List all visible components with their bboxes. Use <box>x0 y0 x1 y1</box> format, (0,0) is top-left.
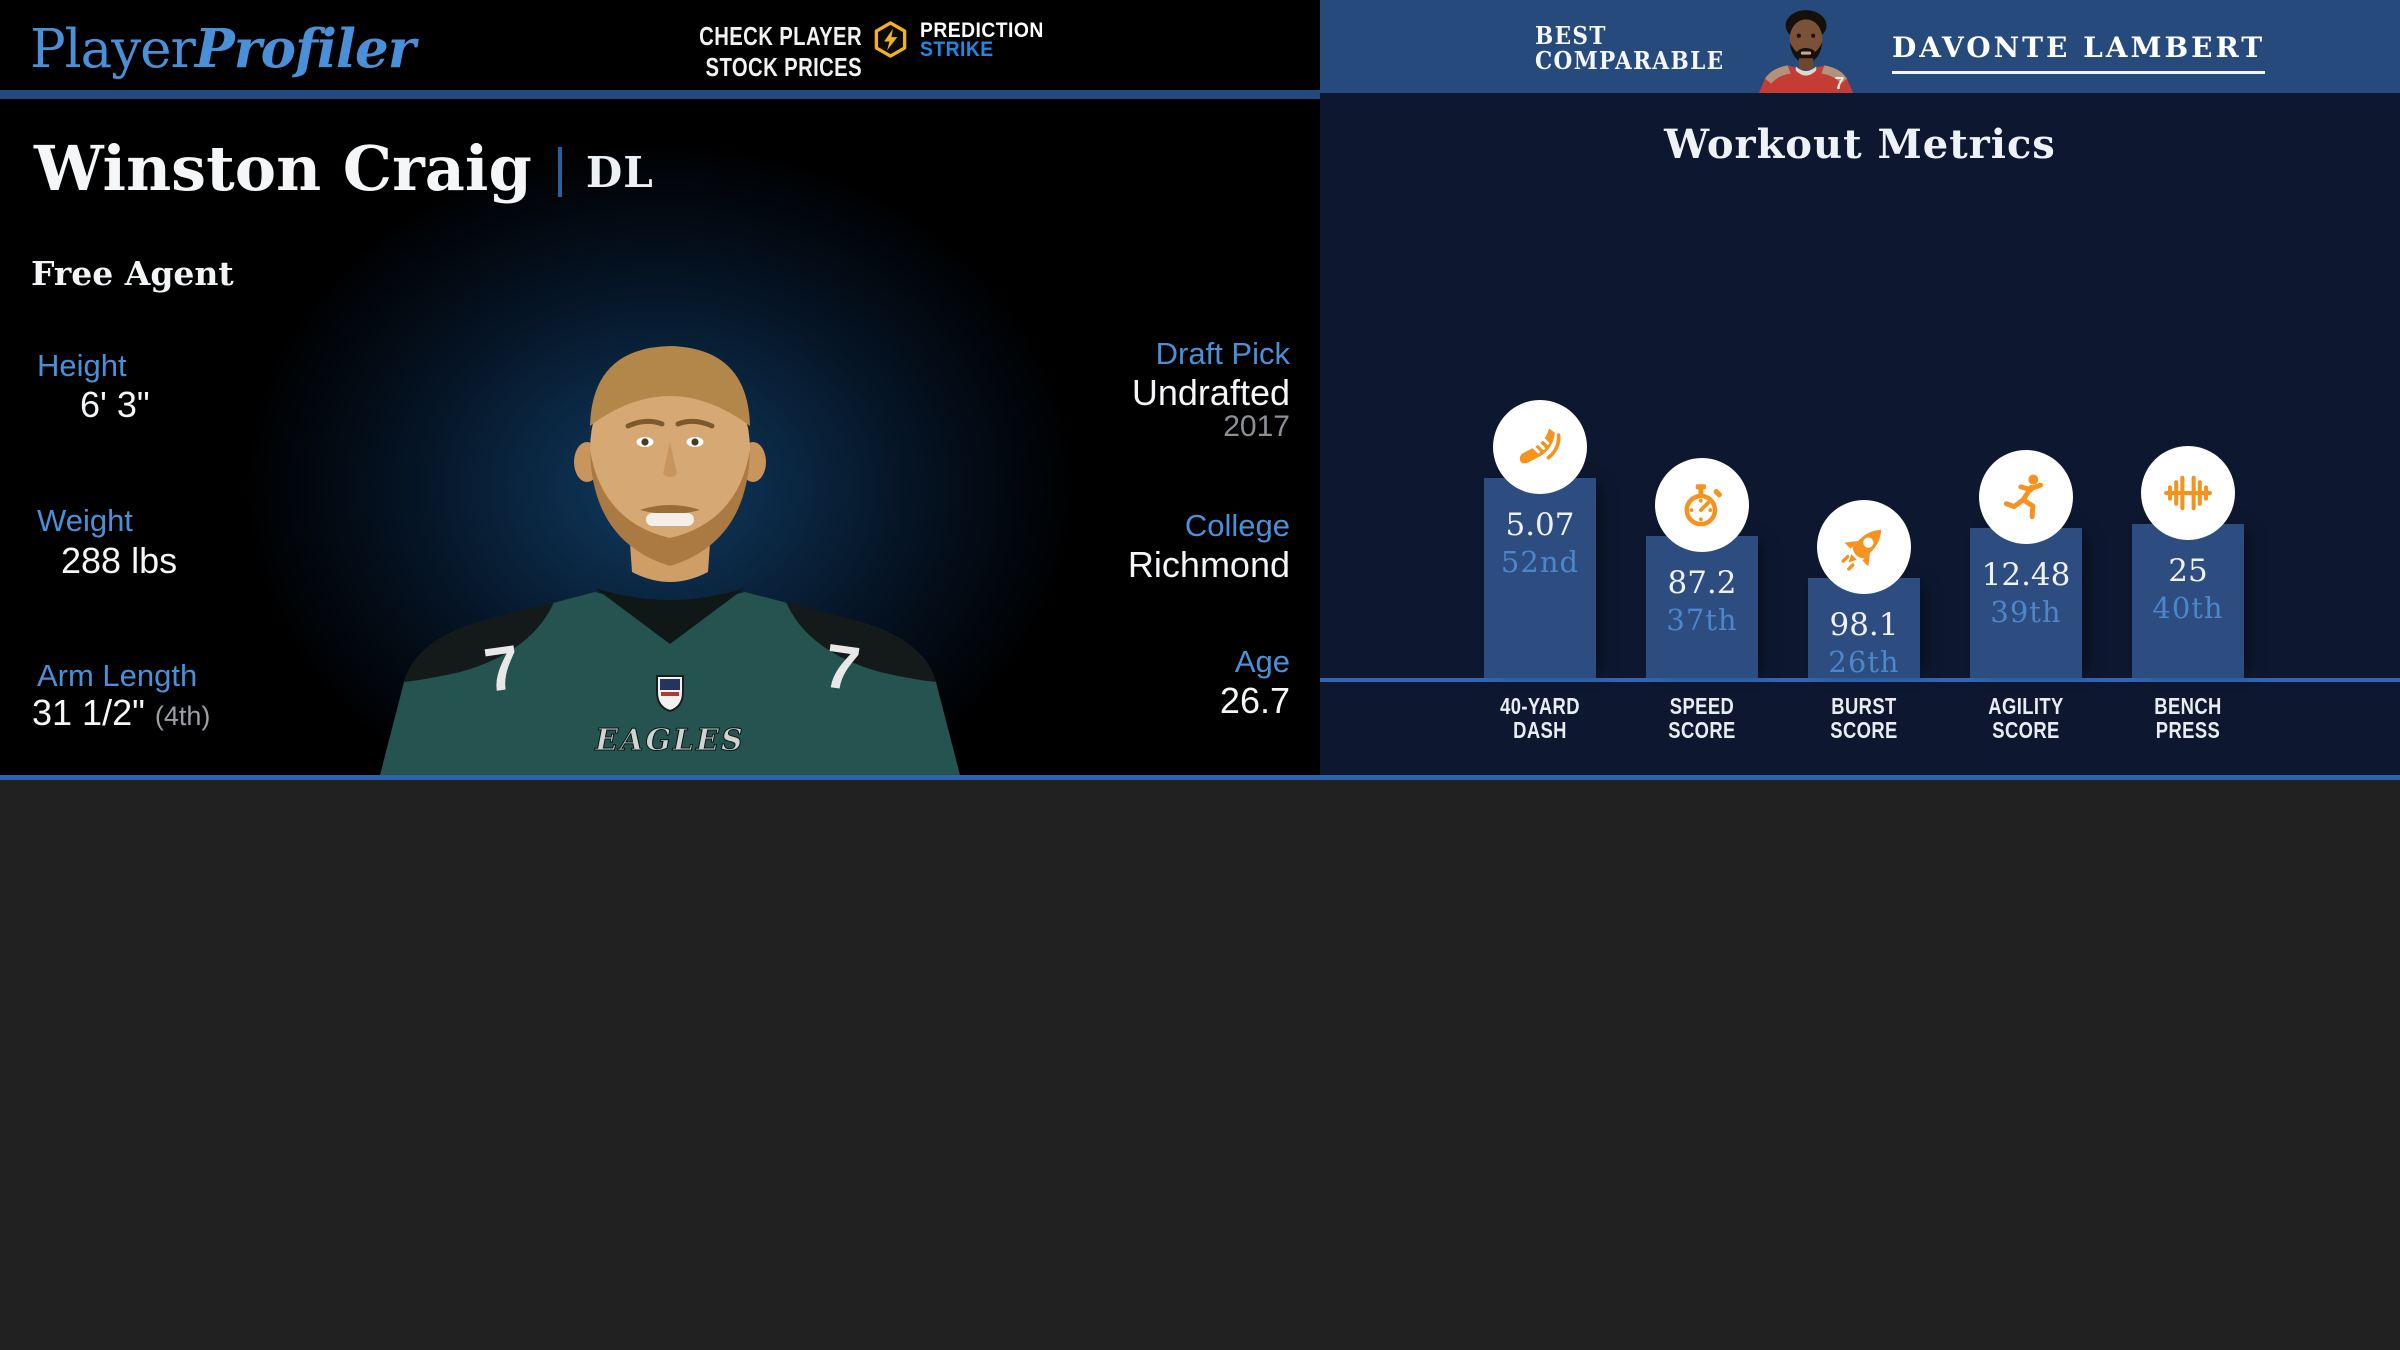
stopwatch-icon <box>1675 478 1729 532</box>
prediction-strike-link[interactable]: PREDICTION STRIKE <box>871 18 1055 61</box>
player-team-status: Free Agent <box>31 254 234 293</box>
draft-pick-label: Draft Pick <box>1155 336 1290 371</box>
barbell-icon <box>2161 466 2215 520</box>
stock-line-1: CHECK PLAYER <box>699 21 862 51</box>
section-divider-line <box>0 775 2400 780</box>
prediction-strike-text: PREDICTION STRIKE <box>920 18 1055 61</box>
lightning-hexagon-icon <box>874 21 907 58</box>
metric-percentile: 52nd <box>1500 545 1580 579</box>
metric-icon-circle <box>1979 450 2073 544</box>
metric-percentile: 37th <box>1666 603 1738 637</box>
weight-label: Weight <box>37 503 133 538</box>
rocket-icon <box>1837 520 1891 574</box>
arm-length-rank: (4th) <box>154 701 211 731</box>
workout-metrics-panel: Workout Metrics 5.07 52nd 40-YARD DASH 8… <box>1320 93 2400 775</box>
name-position-divider <box>557 146 562 197</box>
player-position: DL <box>585 148 654 197</box>
college-label: College <box>1184 508 1290 543</box>
metric-label: BURST SCORE <box>1830 693 1898 743</box>
stock-line-2: STOCK PRICES <box>705 52 862 82</box>
arm-length-number: 31 1/2" <box>32 692 145 733</box>
metric-bar <box>2132 524 2244 678</box>
metric-icon-circle <box>1493 400 1587 494</box>
metric-percentile: 40th <box>2152 591 2224 625</box>
metric-value: 98.1 <box>1829 607 1899 643</box>
metric-column: 98.1 26th BURST SCORE <box>1808 93 1920 742</box>
logo-part-player: Player <box>30 19 196 80</box>
draft-year: 2017 <box>1223 410 1290 443</box>
running-shoe-icon <box>1513 420 1567 474</box>
metric-bar <box>1484 478 1596 678</box>
header-separator-line <box>0 90 1320 99</box>
metric-icon-circle <box>1817 500 1911 594</box>
metric-value: 5.07 <box>1505 507 1575 543</box>
playerprofiler-logo[interactable]: PlayerProfiler <box>30 8 416 90</box>
weight-value: 288 lbs <box>61 540 178 581</box>
svg-text:EAGLES: EAGLES <box>594 723 744 758</box>
metric-value: 25 <box>2168 553 2208 589</box>
metric-label: 40-YARD DASH <box>1500 693 1580 743</box>
metric-label: BENCH PRESS <box>2154 693 2222 743</box>
metric-column: 12.48 39th AGILITY SCORE <box>1970 93 2082 742</box>
arm-length-label: Arm Length <box>37 658 198 693</box>
workout-metrics-title: Workout Metrics <box>1664 121 2056 168</box>
svg-text:7: 7 <box>1835 73 1845 93</box>
metric-bar <box>1646 536 1758 678</box>
metric-icon-circle <box>2141 446 2235 540</box>
best-comparable-label: BEST COMPARABLE <box>1535 23 1746 73</box>
college-value: Richmond <box>1127 544 1290 585</box>
age-label: Age <box>1234 644 1290 679</box>
metric-label: AGILITY SCORE <box>1988 693 2064 743</box>
metric-column: 25 40th BENCH PRESS <box>2132 93 2244 742</box>
best-comparable-header: BEST COMPARABLE 7 DAVONTE LAMBERT <box>1320 0 2400 93</box>
metric-value: 12.48 <box>1981 557 2071 593</box>
metric-label: SPEED SCORE <box>1668 693 1736 743</box>
player-name: Winston Craig <box>34 132 532 205</box>
height-label: Height <box>37 348 127 383</box>
metric-percentile: 39th <box>1990 595 2062 629</box>
comparable-player-name-link[interactable]: DAVONTE LAMBERT <box>1892 31 2266 74</box>
metric-icon-circle <box>1655 458 1749 552</box>
player-photo: 7 7 EAGLES <box>380 346 960 775</box>
chart-axis-line <box>1320 678 2400 682</box>
prediction-label: PREDICTION <box>920 18 1044 42</box>
metric-bar <box>1970 528 2082 678</box>
draft-pick-value: Undrafted <box>1131 372 1290 413</box>
runner-icon <box>1999 470 2053 524</box>
age-value: 26.7 <box>1219 680 1290 721</box>
player-profile-panel: PlayerProfiler CHECK PLAYER STOCK PRICES… <box>0 0 1320 775</box>
metric-value: 87.2 <box>1667 565 1737 601</box>
metric-percentile: 26th <box>1828 645 1900 679</box>
metric-bar <box>1808 578 1920 678</box>
arm-length-value: 31 1/2" (4th) <box>32 692 210 734</box>
player-name-row: Winston Craig DL <box>34 132 654 205</box>
height-value: 6' 3" <box>80 384 150 425</box>
logo-part-profiler: Profiler <box>194 18 416 80</box>
check-player-stock-prices[interactable]: CHECK PLAYER STOCK PRICES <box>560 21 862 83</box>
comparable-line: COMPARABLE <box>1535 46 1725 75</box>
comparable-player-avatar[interactable]: 7 <box>1742 5 1870 93</box>
metric-column: 87.2 37th SPEED SCORE <box>1646 93 1758 742</box>
strike-label: STRIKE <box>920 37 994 61</box>
metrics-rail: 5.07 52nd 40-YARD DASH 87.2 37th SPEED S… <box>1320 93 2400 775</box>
best-line: BEST <box>1535 21 1607 50</box>
metric-column: 5.07 52nd 40-YARD DASH <box>1484 93 1596 742</box>
